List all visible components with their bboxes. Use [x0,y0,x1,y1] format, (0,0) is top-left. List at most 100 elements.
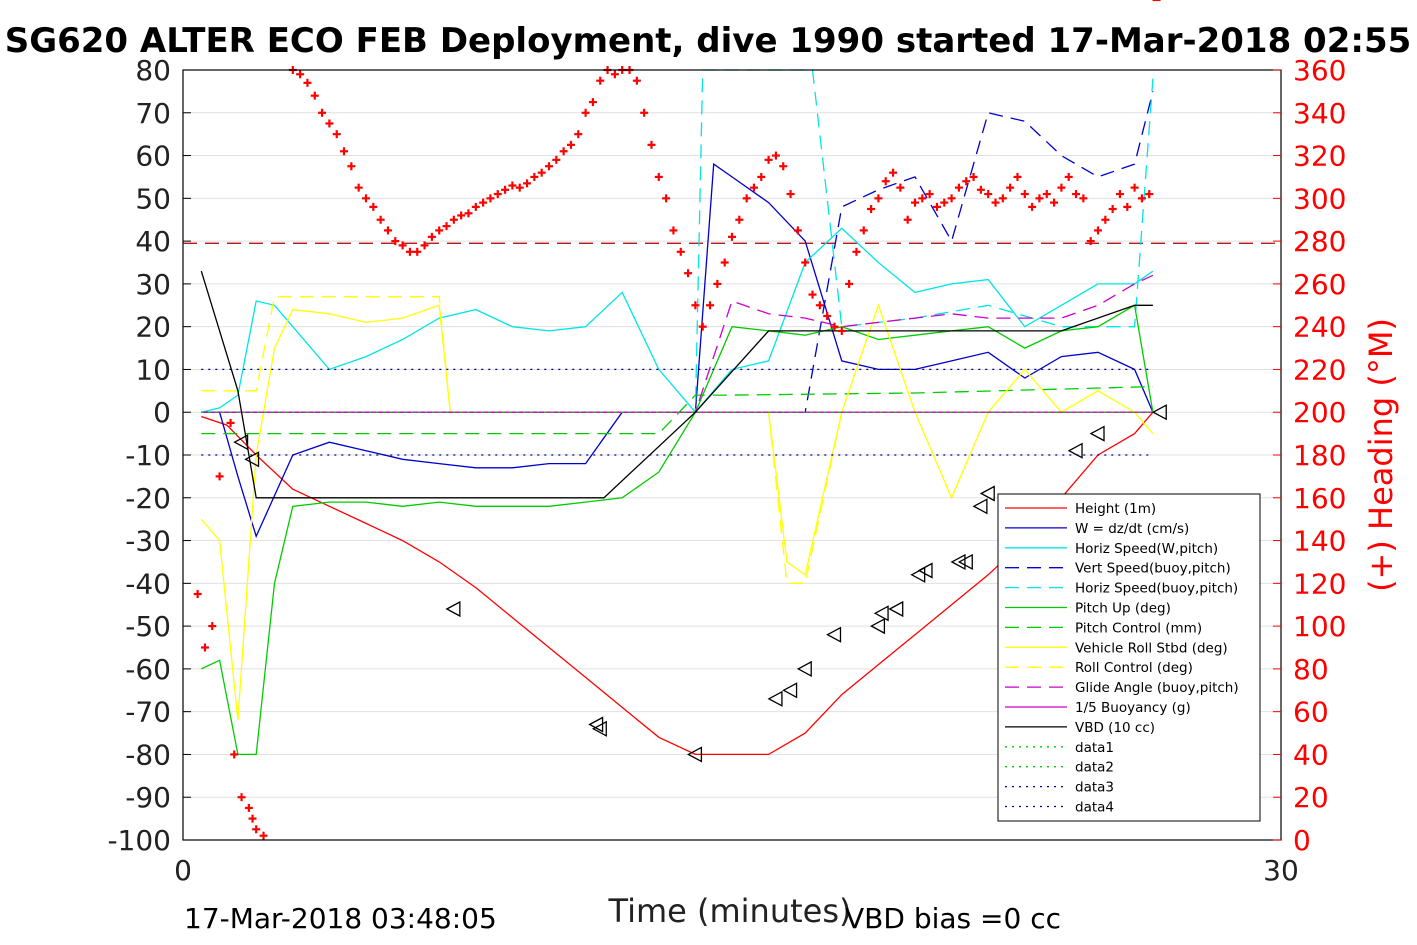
heading-point [735,215,744,224]
heading-point [925,190,934,199]
heading-point [757,172,766,181]
heading-point [230,750,239,759]
heading-point [1035,194,1044,203]
y2-tick-label: 320 [1293,140,1346,173]
heading-point [559,147,568,156]
heading-point [523,179,532,188]
heading-point [405,247,414,256]
heading-point [354,183,363,192]
heading-point [303,78,312,87]
heading-point [654,172,663,181]
heading-point [530,172,539,181]
heading-point [1145,190,1154,199]
heading-point [742,194,751,203]
heading-point [420,241,429,250]
y2-tick-label: 100 [1293,610,1346,643]
heading-point [471,202,480,211]
triangle-marker [979,485,995,502]
legend-label: 1/5 Buoyancy (g) [1075,700,1191,716]
heading-point [1079,194,1088,203]
y2-tick-label: 280 [1293,225,1346,258]
heading-point [200,643,209,652]
heading-point [427,232,436,241]
heading-point [226,418,235,427]
triangle-marker [1151,404,1167,421]
heading-point [457,211,466,220]
heading-point [998,194,1007,203]
legend-label: Pitch Up (deg) [1075,601,1171,617]
heading-point [347,162,356,171]
x-axis-label: Time (minutes) [608,892,852,930]
triangle-marker [244,451,260,468]
heading-point [706,301,715,310]
y-tick-label: 20 [135,311,171,344]
heading-point [918,194,927,203]
heading-point [808,290,817,299]
heading-point [991,198,1000,207]
heading-point [647,140,656,149]
y-tick-label: 10 [135,353,171,386]
heading-point [1057,183,1066,192]
heading-point [318,108,327,117]
legend-label: Vehicle Roll Stbd (deg) [1075,640,1228,656]
triangle-marker [796,660,812,677]
y-tick-label: -80 [125,738,171,771]
y-tick-label: -20 [125,482,171,515]
series-line-horiz-speed-w-pitch- [201,227,1154,414]
heading-point [684,269,693,278]
heading-point [383,226,392,235]
legend-label: Vert Speed(buoy,pitch) [1075,561,1231,577]
heading-point [932,202,941,211]
heading-point [252,825,261,834]
legend-label: Horiz Speed(W,pitch) [1075,541,1218,557]
y-tick-label: 0 [153,396,171,429]
heading-point [545,162,553,171]
heading-point [449,215,458,224]
heading-point [764,155,773,164]
heading-point [362,194,370,203]
heading-point [1123,202,1132,211]
y2-tick-label: 120 [1293,567,1346,600]
heading-point [508,181,517,190]
legend-label: data4 [1075,800,1114,816]
heading-point [815,301,824,310]
heading-point [588,98,597,107]
heading-point [1101,215,1110,224]
y-tick-label: -70 [125,696,171,729]
footer-vbd-bias: VBD bias =0 cc [845,902,1061,935]
heading-point [911,198,919,207]
y2-tick-label: 180 [1293,439,1346,472]
heading-point [793,226,802,235]
heading-point [889,168,898,177]
heading-point [947,194,956,203]
heading-point [954,183,963,192]
heading-point [340,147,349,156]
legend-label: Roll Control (deg) [1075,660,1193,676]
triangle-marker [826,626,842,643]
triangle-marker [917,562,933,579]
triangle-marker [767,690,783,707]
heading-point [976,185,985,194]
heading-point [728,232,736,241]
heading-point [749,183,758,192]
y-tick-label: -100 [107,824,171,857]
heading-point [325,119,334,128]
y-tick-label: 40 [135,225,171,258]
heading-point [398,241,407,250]
heading-point [801,258,810,267]
triangle-markers [233,404,1167,763]
y2-tick-label: 40 [1293,738,1329,771]
footer-timestamp: 17-Mar-2018 03:48:05 [184,902,497,935]
heading-point [940,198,949,207]
legend-label: Height (1m) [1075,501,1156,517]
triangle-marker [972,498,988,515]
triangle-marker [591,720,607,737]
heading-point [537,168,546,177]
heading-point [581,108,590,117]
triangle-marker [873,605,889,622]
heading-point [376,215,385,224]
y2-axis-ticks: 3603403203002802602402202001801601401201… [1273,54,1346,857]
heading-points [193,0,1161,840]
heading-point [859,226,868,235]
heading-point [310,91,319,100]
